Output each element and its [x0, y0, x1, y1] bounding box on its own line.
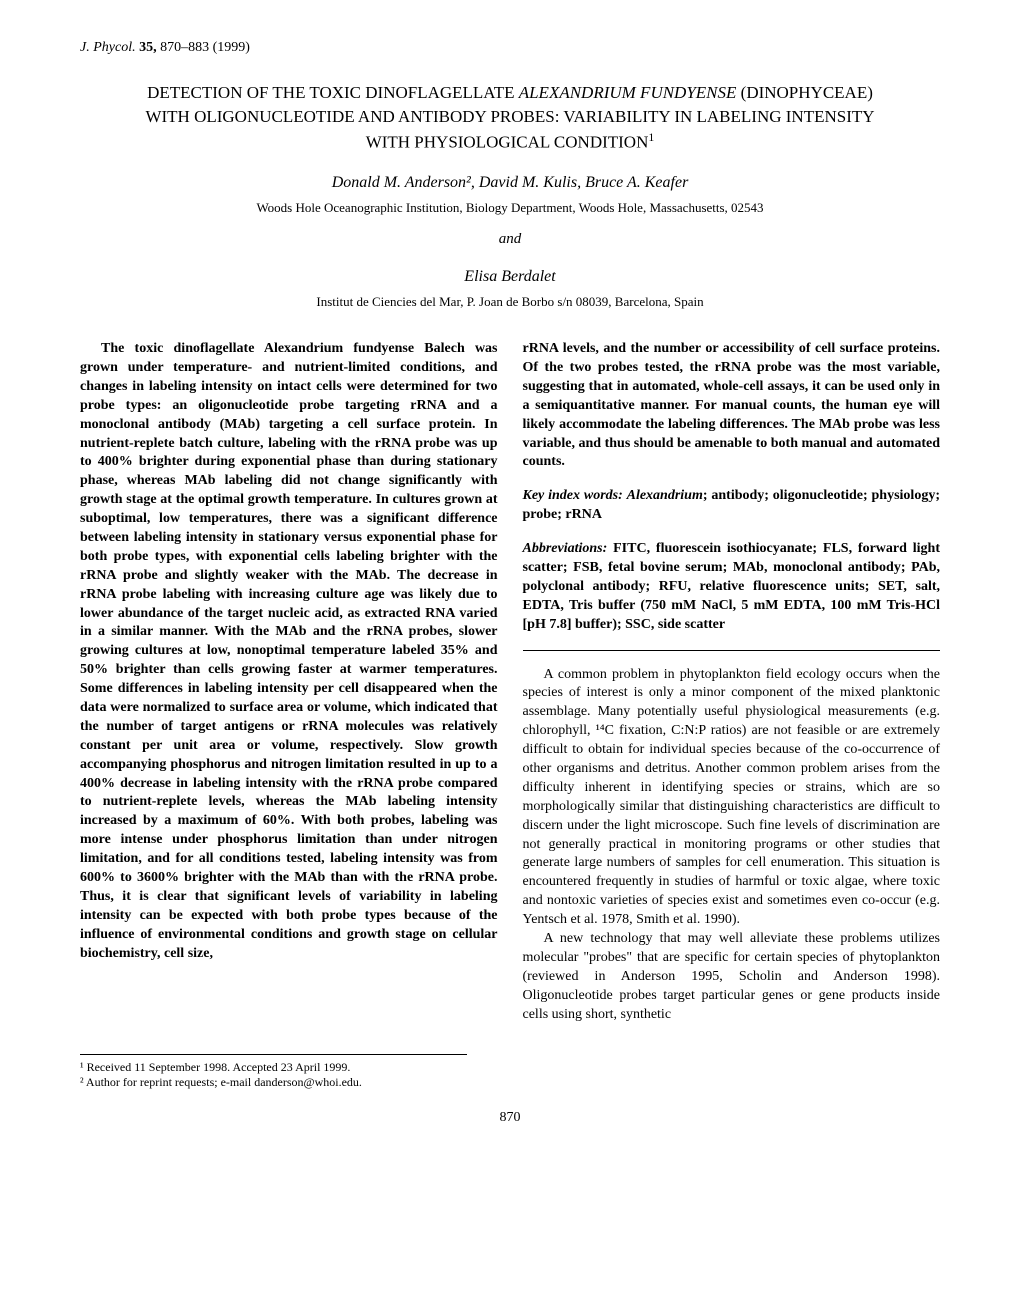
body-para-2: A new technology that may well alleviate… [523, 930, 941, 1024]
article-title: DETECTION OF THE TOXIC DINOFLAGELLATE AL… [140, 81, 880, 154]
abbreviations-section: Abbreviations: FITC, fluorescein isothio… [523, 540, 941, 634]
abstract-left: The toxic dinoflagellate Alexandrium fun… [80, 340, 498, 963]
content-columns: The toxic dinoflagellate Alexandrium fun… [80, 340, 940, 1024]
page-number: 870 [80, 1110, 940, 1126]
title-footnote-ref: 1 [648, 130, 654, 144]
footnote-2: ² Author for reprint requests; e-mail da… [80, 1075, 467, 1090]
affiliation-secondary: Institut de Ciencies del Mar, P. Joan de… [80, 294, 940, 310]
body-text: A common problem in phytoplankton field … [523, 666, 941, 1025]
journal-header: J. Phycol. 35, 870–883 (1999) [80, 40, 940, 56]
section-separator [523, 650, 941, 651]
author-separator: and [80, 231, 940, 248]
left-column: The toxic dinoflagellate Alexandrium fun… [80, 340, 498, 1024]
footnotes: ¹ Received 11 September 1998. Accepted 2… [80, 1054, 467, 1090]
keywords-label: Key index words: [523, 488, 623, 503]
authors-primary: Donald M. Anderson², David M. Kulis, Bru… [80, 174, 940, 192]
authors-secondary: Elisa Berdalet [80, 268, 940, 286]
journal-pages: 870–883 [160, 40, 209, 55]
affiliation-primary: Woods Hole Oceanographic Institution, Bi… [80, 200, 940, 216]
journal-name: J. Phycol. [80, 40, 136, 55]
abbreviations-label: Abbreviations: [523, 541, 608, 556]
title-part1: DETECTION OF THE TOXIC DINOFLAGELLATE [147, 83, 519, 102]
keywords-section: Key index words: Alexandrium; antibody; … [523, 487, 941, 525]
abstract-right: rRNA levels, and the number or accessibi… [523, 340, 941, 472]
right-column: rRNA levels, and the number or accessibi… [523, 340, 941, 1024]
title-species: ALEXANDRIUM FUNDYENSE [519, 83, 737, 102]
footnote-1: ¹ Received 11 September 1998. Accepted 2… [80, 1060, 467, 1075]
journal-volume: 35, [139, 40, 157, 55]
journal-year: (1999) [213, 40, 250, 55]
body-para-1: A common problem in phytoplankton field … [523, 666, 941, 930]
